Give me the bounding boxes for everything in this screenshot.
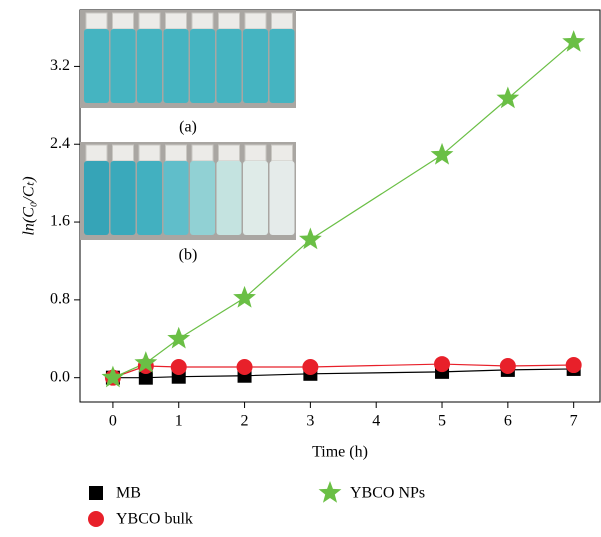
- vial-cap: [112, 12, 134, 30]
- vial-cap: [85, 144, 108, 162]
- marker: [167, 326, 191, 349]
- marker: [302, 358, 319, 375]
- vial: [269, 29, 295, 103]
- vial-cap: [191, 12, 214, 30]
- vial: [84, 161, 109, 235]
- vial: [269, 161, 295, 235]
- inset-label: (a): [179, 119, 197, 136]
- vial-cap: [165, 144, 187, 162]
- x-tick-label: 3: [306, 413, 314, 430]
- vial: [190, 29, 215, 103]
- series-line: [112, 41, 575, 379]
- vial: [243, 161, 268, 235]
- x-tick-label: 1: [175, 413, 183, 430]
- vial: [216, 161, 242, 235]
- vial: [163, 161, 189, 235]
- legend-marker: [88, 511, 104, 527]
- marker: [496, 86, 520, 109]
- vial: [163, 29, 189, 103]
- vial-cap: [218, 12, 240, 30]
- vial-cap: [271, 12, 293, 30]
- marker: [298, 227, 322, 250]
- x-tick-label: 0: [109, 413, 117, 430]
- vial: [137, 29, 162, 103]
- marker: [562, 30, 586, 52]
- marker: [101, 365, 125, 388]
- vial-cap: [191, 144, 214, 162]
- vial-cap: [138, 144, 161, 162]
- vial-cap: [218, 144, 240, 162]
- vial: [216, 29, 242, 103]
- x-tick-label: 6: [504, 413, 512, 430]
- marker: [565, 357, 582, 374]
- vial-cap: [244, 12, 267, 30]
- vial-cap: [112, 144, 134, 162]
- inset-label: (b): [179, 247, 198, 264]
- vial-cap: [165, 12, 187, 30]
- vial: [110, 161, 136, 235]
- marker: [430, 142, 454, 165]
- marker: [138, 370, 153, 385]
- y-tick-label: 0.8: [50, 291, 70, 308]
- y-axis-label: ln(C₀/Cₜ): [21, 176, 38, 235]
- vial: [84, 29, 109, 103]
- legend-marker: [89, 486, 103, 500]
- x-axis-label: Time (h): [312, 444, 368, 461]
- legend-label: YBCO bulk: [116, 511, 193, 528]
- vial-cap: [138, 12, 161, 30]
- x-tick-label: 5: [438, 413, 446, 430]
- insets: [80, 10, 296, 240]
- legend-label: YBCO NPs: [350, 485, 425, 502]
- y-tick-label: 3.2: [50, 57, 70, 74]
- legend-marker: [318, 481, 342, 503]
- x-tick-label: 4: [372, 413, 380, 430]
- vial: [190, 161, 215, 235]
- vial-cap: [271, 144, 293, 162]
- vial: [137, 161, 162, 235]
- y-tick-label: 2.4: [50, 135, 70, 152]
- vial-cap: [85, 12, 108, 30]
- marker: [499, 358, 516, 375]
- x-tick-label: 2: [241, 413, 249, 430]
- marker: [170, 358, 187, 375]
- marker: [236, 358, 253, 375]
- y-tick-label: 0.0: [50, 368, 70, 385]
- legend-label: MB: [116, 485, 141, 502]
- vial-cap: [244, 144, 267, 162]
- marker: [434, 356, 451, 373]
- marker: [233, 285, 256, 308]
- x-tick-label: 7: [570, 413, 578, 430]
- vial: [243, 29, 268, 103]
- vial: [110, 29, 136, 103]
- marker: [134, 351, 158, 373]
- y-tick-label: 1.6: [50, 213, 70, 230]
